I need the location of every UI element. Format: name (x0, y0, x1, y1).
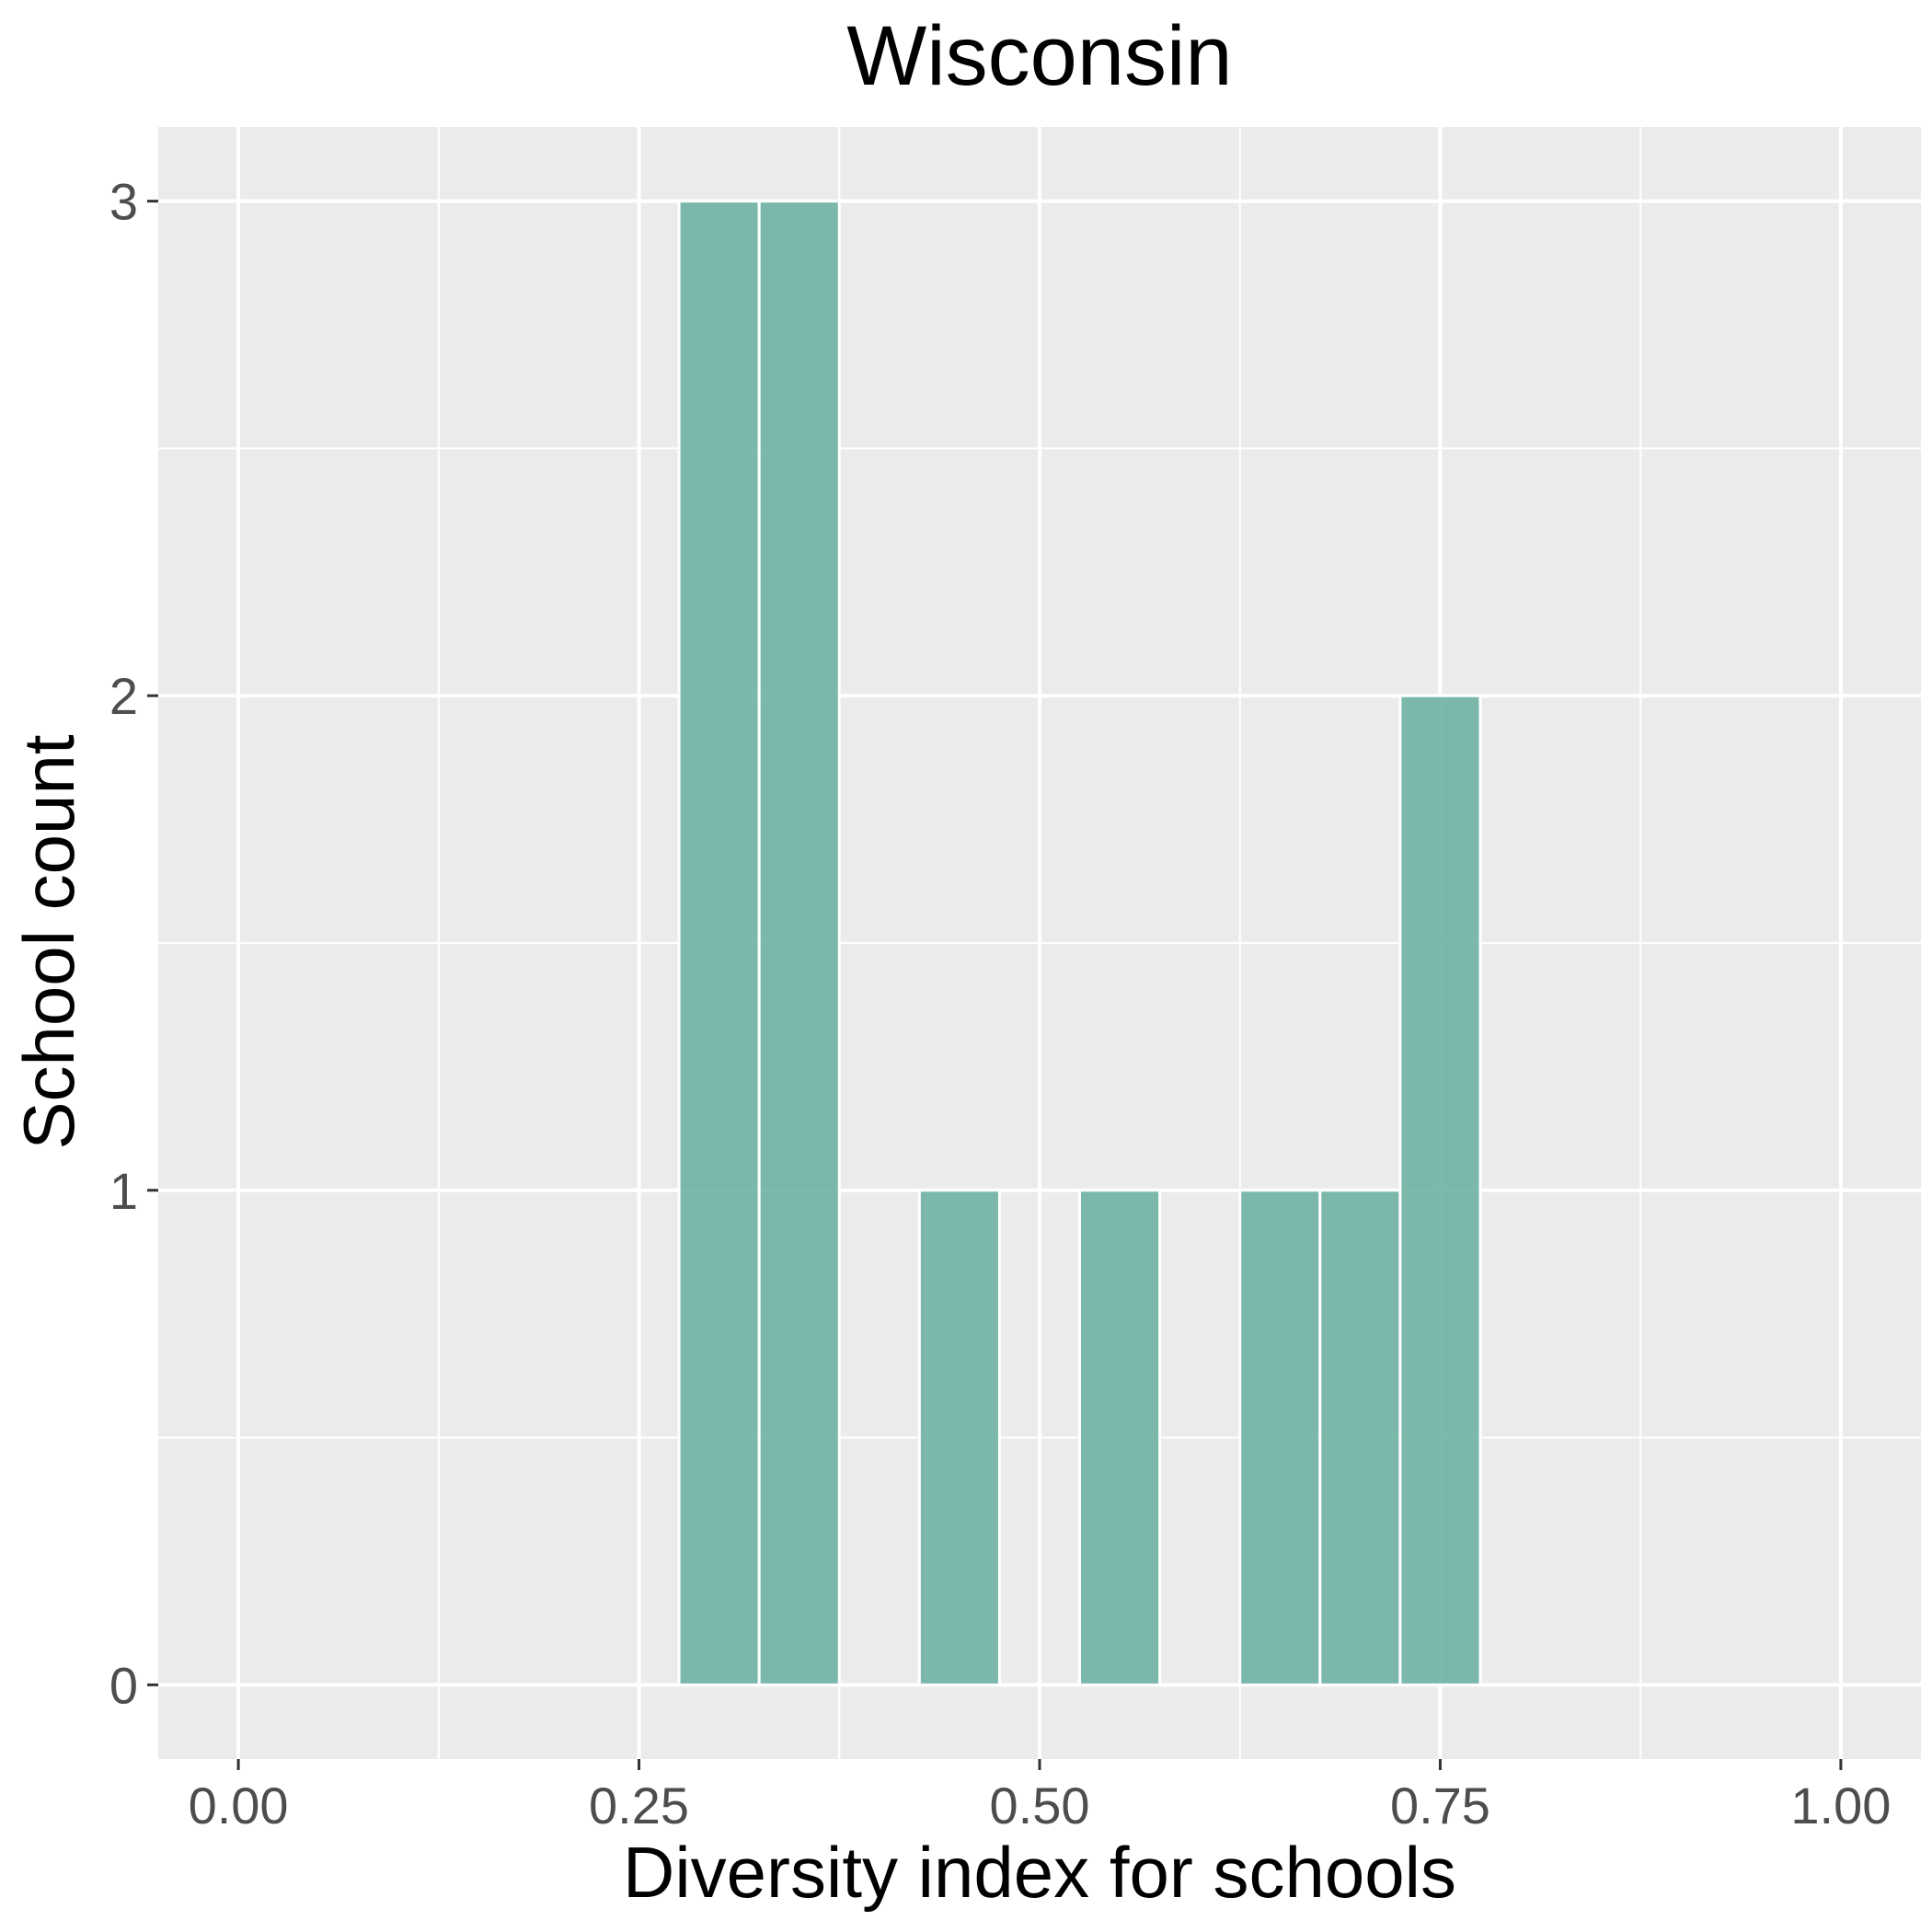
histogram-bar (677, 200, 761, 1686)
x-tick-label: 0.25 (589, 1777, 689, 1834)
y-axis-title: School count (8, 734, 89, 1149)
y-tick-label: 1 (109, 1162, 138, 1220)
y-tick-label: 2 (109, 667, 138, 725)
x-tick-label: 0.50 (990, 1777, 1090, 1834)
histogram-bar (1238, 1189, 1322, 1686)
chart-title: Wisconsin (846, 9, 1232, 103)
histogram-bar (1078, 1189, 1162, 1686)
y-tick-label: 0 (109, 1656, 138, 1714)
histogram-bar (757, 200, 841, 1686)
histogram-bar (1398, 694, 1482, 1686)
histogram-bars (677, 200, 1482, 1686)
x-axis-title: Diversity index for schools (623, 1832, 1456, 1913)
x-tick-label: 0.00 (189, 1777, 289, 1834)
histogram-bar (917, 1189, 1001, 1686)
y-axis-ticks: 0 1 2 3 (109, 173, 158, 1714)
histogram-bar (1318, 1189, 1402, 1686)
x-axis-ticks: 0.00 0.25 0.50 0.75 1.00 (189, 1759, 1891, 1834)
y-tick-label: 3 (109, 173, 138, 231)
x-tick-label: 0.75 (1390, 1777, 1490, 1834)
x-tick-label: 1.00 (1790, 1777, 1891, 1834)
